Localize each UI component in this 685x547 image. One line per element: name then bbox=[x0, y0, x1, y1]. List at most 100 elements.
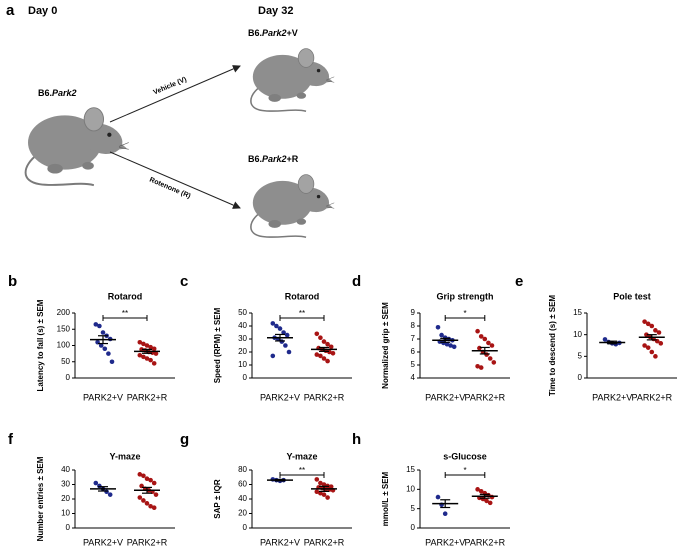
chart-title: Rotarod bbox=[285, 291, 320, 301]
significance-label: * bbox=[463, 466, 466, 475]
arrow bbox=[109, 151, 241, 209]
data-point bbox=[318, 335, 323, 341]
y-tick-label: 9 bbox=[411, 308, 416, 317]
data-point bbox=[151, 346, 157, 352]
chart-title: s-Glucose bbox=[443, 451, 487, 461]
y-tick-label: 5 bbox=[578, 351, 583, 360]
y-axis-label: Number entries ± SEM bbox=[36, 456, 45, 541]
data-point bbox=[325, 358, 330, 364]
y-tick-label: 40 bbox=[238, 321, 247, 330]
data-point bbox=[435, 325, 441, 330]
y-tick-label: 20 bbox=[61, 494, 70, 503]
strain-label: B6.Park2+V bbox=[248, 28, 298, 38]
y-tick-label: 5 bbox=[411, 360, 416, 369]
day-label: Day 32 bbox=[258, 5, 293, 17]
data-point bbox=[475, 487, 480, 492]
y-tick-label: 6 bbox=[411, 347, 416, 356]
data-point bbox=[286, 349, 292, 355]
data-point bbox=[653, 354, 658, 359]
data-point bbox=[148, 503, 153, 509]
chart-title: Rotarod bbox=[108, 291, 143, 301]
panel-letter: f bbox=[8, 431, 14, 448]
data-point bbox=[484, 498, 489, 504]
data-point bbox=[321, 356, 327, 361]
data-point bbox=[653, 328, 658, 333]
x-tick-label: PARK2+V bbox=[425, 537, 465, 547]
x-tick-label: PARK2+R bbox=[304, 537, 345, 547]
data-point bbox=[328, 344, 334, 350]
data-point bbox=[153, 351, 159, 356]
data-point bbox=[489, 494, 495, 500]
strain-label: B6.Park2 bbox=[38, 88, 77, 98]
data-point bbox=[486, 340, 491, 346]
data-point bbox=[644, 332, 649, 337]
x-tick-label: PARK2+R bbox=[464, 537, 505, 547]
x-tick-label: PARK2+V bbox=[83, 392, 123, 402]
data-point bbox=[642, 319, 647, 324]
data-point bbox=[148, 344, 153, 350]
data-point bbox=[649, 349, 655, 355]
data-point bbox=[314, 489, 320, 495]
data-point bbox=[482, 336, 488, 342]
data-point bbox=[141, 341, 146, 347]
data-point bbox=[475, 364, 480, 369]
panel-letter: a bbox=[6, 2, 15, 19]
data-point bbox=[448, 343, 453, 348]
y-tick-label: 10 bbox=[406, 484, 415, 493]
x-tick-label: PARK2+R bbox=[127, 537, 168, 547]
data-point bbox=[321, 482, 327, 487]
data-point bbox=[318, 490, 323, 496]
data-point bbox=[284, 332, 290, 338]
y-tick-label: 30 bbox=[238, 334, 247, 343]
panel-letter: c bbox=[180, 273, 188, 290]
y-axis-label: Latency to fall (s) ± SEM bbox=[36, 299, 45, 391]
panel-a: a Day 0 Day 32 B6.Park2 B6.Park2+V B6.Pa… bbox=[6, 2, 335, 239]
data-point bbox=[137, 472, 143, 477]
data-point bbox=[283, 343, 288, 348]
data-point bbox=[478, 488, 484, 494]
data-point bbox=[137, 352, 143, 358]
data-point bbox=[148, 477, 153, 483]
y-tick-label: 10 bbox=[61, 509, 70, 518]
data-point bbox=[137, 339, 143, 345]
y-tick-label: 100 bbox=[57, 341, 71, 350]
data-point bbox=[321, 492, 327, 497]
chart-title: Grip strength bbox=[436, 291, 493, 301]
data-point bbox=[151, 361, 157, 366]
data-point bbox=[151, 480, 157, 486]
data-point bbox=[98, 343, 104, 348]
data-point bbox=[658, 341, 664, 346]
data-point bbox=[144, 476, 150, 482]
data-point bbox=[270, 321, 276, 326]
data-point bbox=[93, 480, 99, 486]
data-point bbox=[318, 353, 323, 359]
data-point bbox=[487, 356, 493, 361]
data-point bbox=[102, 346, 108, 352]
data-point bbox=[97, 483, 102, 489]
data-point bbox=[151, 505, 157, 511]
x-tick-label: PARK2+V bbox=[83, 537, 123, 547]
data-point bbox=[141, 498, 146, 503]
y-tick-label: 5 bbox=[411, 504, 416, 513]
data-point bbox=[321, 339, 327, 344]
data-point bbox=[325, 341, 330, 347]
data-point bbox=[325, 495, 330, 500]
y-tick-label: 15 bbox=[573, 308, 582, 317]
y-tick-label: 0 bbox=[411, 523, 416, 532]
data-point bbox=[435, 494, 441, 500]
data-point bbox=[141, 354, 146, 360]
data-point bbox=[100, 330, 106, 335]
data-point bbox=[645, 345, 651, 350]
y-tick-label: 20 bbox=[238, 509, 247, 518]
y-tick-label: 40 bbox=[61, 465, 70, 474]
data-point bbox=[274, 323, 279, 329]
x-tick-label: PARK2+R bbox=[631, 392, 672, 402]
day-label: Day 0 bbox=[28, 5, 57, 17]
mouse bbox=[250, 173, 335, 239]
y-tick-label: 0 bbox=[578, 373, 583, 382]
data-point bbox=[330, 351, 336, 356]
y-axis-label: Normalized grip ± SEM bbox=[381, 302, 390, 389]
significance-label: ** bbox=[299, 309, 305, 318]
data-point bbox=[477, 345, 482, 351]
data-point bbox=[109, 359, 115, 365]
